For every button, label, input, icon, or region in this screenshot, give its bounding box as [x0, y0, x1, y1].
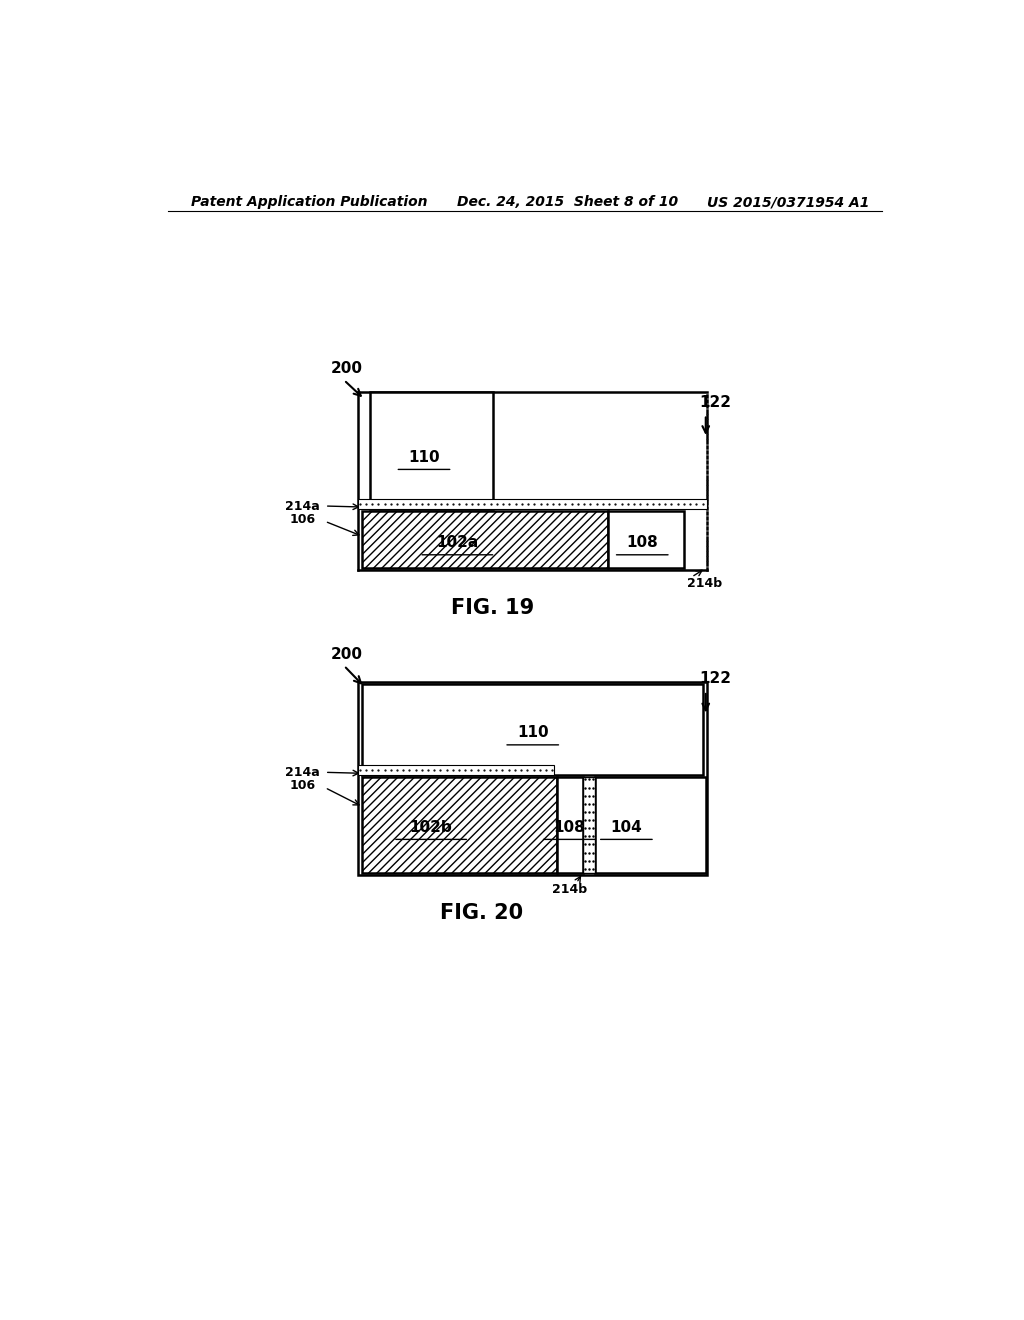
Text: 102a: 102a — [436, 535, 478, 550]
Text: 200: 200 — [331, 362, 362, 376]
Text: 122: 122 — [699, 395, 731, 409]
Bar — [362, 777, 557, 873]
Text: FIG. 20: FIG. 20 — [439, 903, 522, 923]
Bar — [557, 777, 583, 873]
Text: US 2015/0371954 A1: US 2015/0371954 A1 — [708, 195, 869, 209]
Bar — [370, 392, 494, 510]
Bar — [358, 499, 708, 510]
Text: 108: 108 — [627, 535, 658, 550]
Text: 108: 108 — [553, 820, 585, 834]
Bar — [362, 511, 608, 568]
Bar — [358, 766, 554, 775]
Text: 104: 104 — [610, 820, 642, 834]
Bar — [595, 777, 706, 873]
Text: 122: 122 — [699, 672, 731, 686]
Text: 214a: 214a — [285, 766, 319, 779]
Text: Patent Application Publication: Patent Application Publication — [191, 195, 428, 209]
Text: 214a: 214a — [285, 499, 319, 512]
Bar — [608, 511, 683, 568]
Bar — [362, 684, 703, 775]
Text: 200: 200 — [331, 647, 362, 661]
Bar — [358, 682, 708, 875]
Text: 214b: 214b — [687, 577, 723, 590]
Text: FIG. 19: FIG. 19 — [452, 598, 535, 618]
Text: 110: 110 — [409, 450, 440, 465]
Text: 102b: 102b — [410, 820, 453, 834]
Text: 106: 106 — [290, 779, 316, 792]
Text: 214b: 214b — [552, 883, 587, 896]
Text: Dec. 24, 2015  Sheet 8 of 10: Dec. 24, 2015 Sheet 8 of 10 — [458, 195, 679, 209]
Text: 106: 106 — [290, 512, 316, 525]
Bar — [583, 777, 595, 873]
Text: 110: 110 — [517, 725, 549, 741]
